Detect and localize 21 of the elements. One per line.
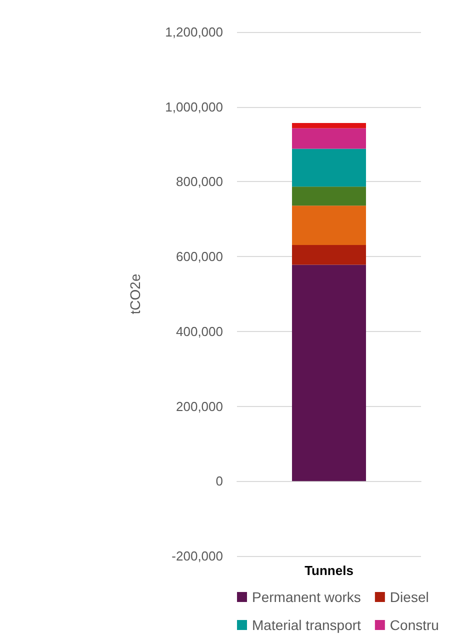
y-tick-label: 200,000 (176, 398, 223, 414)
y-tick-label: 600,000 (176, 249, 223, 264)
y-axis-title: tCO2e (127, 274, 143, 314)
bar (292, 122, 366, 128)
y-tick-label: -200,000 (172, 548, 223, 564)
legend-label: Permanent works (252, 589, 361, 605)
bar (292, 264, 366, 482)
legend-label: Diesel (390, 589, 429, 605)
bar (292, 148, 366, 187)
bar (292, 244, 366, 265)
legend-label: Constru (390, 617, 439, 633)
y-tick-label: 800,000 (176, 174, 223, 190)
bar (292, 128, 366, 149)
y-tick-label: 1,000,000 (165, 99, 223, 114)
bar (292, 186, 366, 206)
legend-label: Material transport (252, 617, 362, 633)
x-tick-label: Tunnels (304, 563, 354, 578)
y-tick-label: 1,200,000 (165, 24, 223, 40)
y-tick-label: 400,000 (176, 324, 223, 339)
bar (292, 206, 366, 245)
y-tick-label: 0 (216, 474, 223, 489)
